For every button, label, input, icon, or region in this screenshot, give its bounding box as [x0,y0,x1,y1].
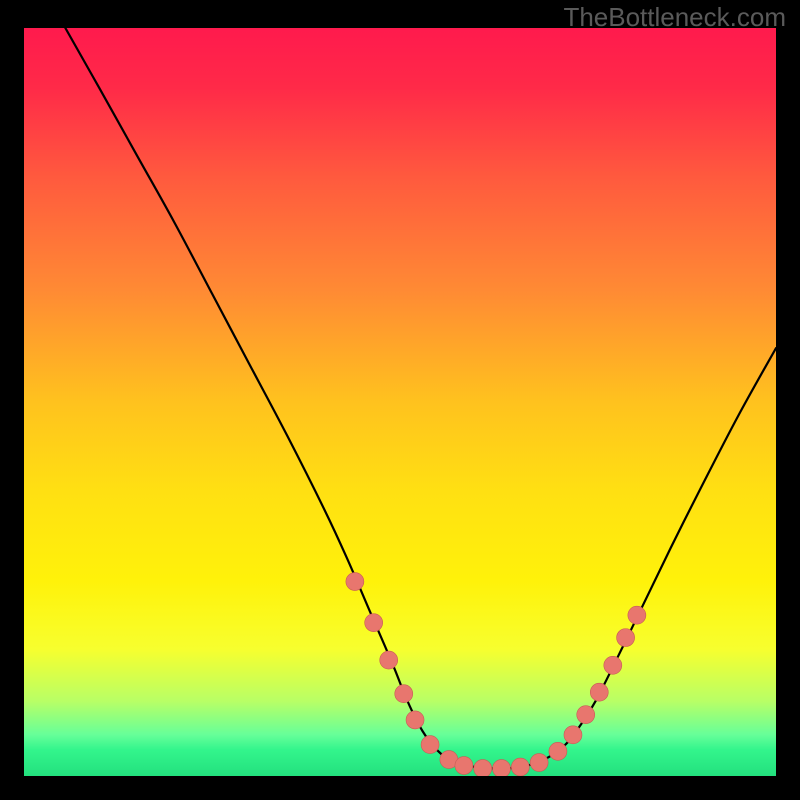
plot-area [24,28,776,776]
watermark-text: TheBottleneck.com [563,2,786,33]
data-marker [530,754,548,772]
data-marker [564,726,582,744]
data-marker [455,757,473,775]
data-marker [474,760,492,776]
data-marker [604,656,622,674]
data-marker [421,736,439,754]
data-marker [590,683,608,701]
data-marker [365,614,383,632]
data-marker [628,606,646,624]
data-marker [577,706,595,724]
data-marker [493,760,511,776]
bottleneck-curve-svg [24,28,776,776]
data-marker [617,629,635,647]
data-marker [346,573,364,591]
chart-frame [0,0,800,800]
data-marker [549,742,567,760]
bottleneck-curve [65,28,776,769]
data-marker [511,758,529,776]
data-marker [406,711,424,729]
data-marker [395,685,413,703]
marker-group [346,573,646,776]
data-marker [380,651,398,669]
